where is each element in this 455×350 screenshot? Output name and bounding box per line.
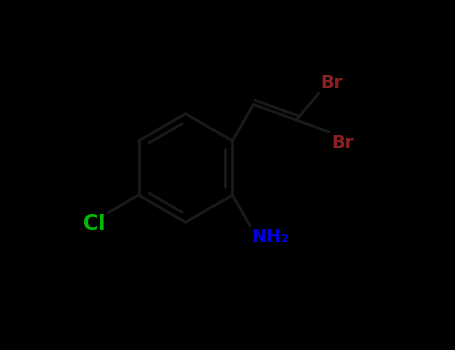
Text: Cl: Cl xyxy=(83,214,106,234)
Text: Br: Br xyxy=(320,74,343,91)
Text: NH₂: NH₂ xyxy=(251,228,289,246)
Text: Br: Br xyxy=(331,134,354,152)
